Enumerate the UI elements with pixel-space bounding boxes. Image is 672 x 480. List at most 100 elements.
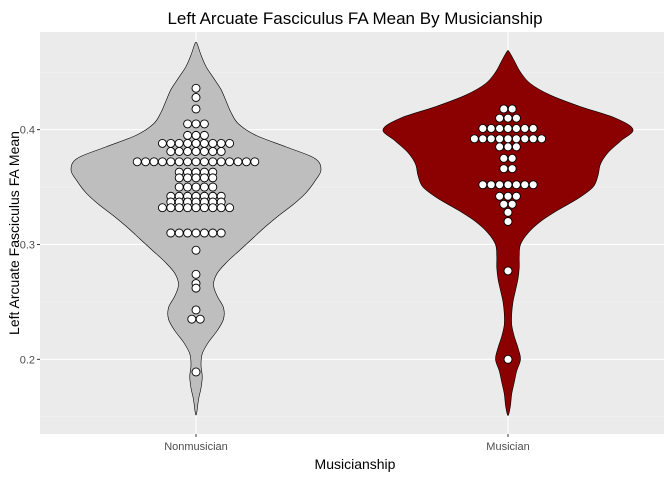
- data-point: [478, 180, 488, 190]
- y-tick-label: 0.2: [20, 354, 35, 366]
- data-point: [183, 182, 193, 192]
- data-point: [507, 153, 517, 163]
- data-point: [157, 203, 167, 213]
- data-point: [187, 314, 197, 324]
- data-point: [499, 199, 509, 209]
- data-point: [191, 104, 201, 114]
- data-point: [511, 134, 521, 144]
- data-point: [191, 228, 201, 238]
- violin-nonmusician: [70, 41, 322, 416]
- violin-musician: [382, 50, 634, 416]
- data-point: [183, 119, 193, 129]
- data-point: [191, 146, 201, 156]
- data-point: [503, 142, 513, 152]
- data-point: [191, 138, 201, 148]
- data-point: [528, 134, 538, 144]
- data-point: [507, 164, 517, 174]
- data-point: [503, 134, 513, 144]
- data-point: [183, 203, 193, 213]
- data-point: [183, 173, 193, 183]
- data-point: [199, 203, 209, 213]
- data-point: [486, 134, 496, 144]
- data-point: [495, 113, 505, 123]
- x-tick-label: Nonmusician: [164, 441, 228, 453]
- violins: [70, 41, 634, 416]
- data-point: [507, 104, 517, 114]
- data-point: [208, 157, 218, 167]
- data-point: [174, 203, 184, 213]
- data-point: [166, 138, 176, 148]
- data-point: [174, 228, 184, 238]
- data-point: [503, 217, 513, 226]
- data-point: [520, 134, 530, 144]
- data-point: [233, 157, 243, 167]
- data-point: [503, 113, 513, 123]
- data-point: [191, 367, 201, 377]
- data-point: [216, 203, 226, 213]
- data-point: [191, 130, 201, 140]
- data-point: [503, 124, 513, 133]
- data-point: [183, 130, 193, 140]
- y-tick-label: 0.3: [20, 239, 35, 251]
- data-point: [520, 180, 530, 190]
- data-point: [191, 173, 201, 183]
- data-point: [199, 119, 209, 129]
- data-point: [486, 180, 496, 190]
- data-point: [191, 283, 201, 293]
- data-point: [507, 199, 517, 209]
- data-point: [191, 203, 201, 213]
- data-point: [225, 157, 235, 167]
- data-point: [216, 146, 226, 156]
- y-tick-label: 0.4: [20, 125, 35, 137]
- data-point: [528, 124, 538, 133]
- data-point: [183, 157, 193, 167]
- data-point: [183, 146, 193, 156]
- data-point: [191, 245, 201, 255]
- data-point: [183, 228, 193, 238]
- data-point: [199, 146, 209, 156]
- data-point: [478, 124, 488, 133]
- data-points: [132, 83, 547, 377]
- data-point: [503, 266, 513, 276]
- data-point: [195, 314, 205, 324]
- data-point: [241, 157, 251, 167]
- data-point: [132, 157, 142, 167]
- data-point: [141, 157, 151, 167]
- y-axis-title: Left Arcuate Fasciculus FA Mean: [6, 131, 22, 335]
- data-point: [183, 138, 193, 148]
- data-point: [528, 180, 538, 190]
- data-point: [250, 157, 260, 167]
- data-point: [166, 146, 176, 156]
- data-point: [157, 138, 167, 148]
- data-point: [216, 157, 226, 167]
- data-point: [511, 191, 521, 201]
- data-point: [208, 228, 218, 238]
- x-axis-title: Musicianship: [315, 456, 396, 472]
- x-tick-label: Musician: [486, 441, 529, 453]
- data-point: [199, 228, 209, 238]
- data-point: [511, 180, 521, 190]
- data-point: [191, 83, 201, 93]
- data-point: [208, 138, 218, 148]
- data-point: [478, 134, 488, 144]
- chart-title: Left Arcuate Fasciculus FA Mean By Music…: [167, 9, 542, 28]
- data-point: [216, 138, 226, 148]
- data-point: [208, 203, 218, 213]
- data-point: [503, 180, 513, 190]
- data-point: [486, 124, 496, 133]
- data-point: [469, 134, 479, 144]
- data-point: [191, 305, 201, 315]
- data-point: [174, 146, 184, 156]
- data-point: [499, 104, 509, 114]
- data-point: [191, 269, 201, 279]
- data-point: [495, 191, 505, 201]
- data-point: [199, 182, 209, 192]
- axes: 0.2 0.3 0.4 Nonmusician Musician: [20, 125, 530, 453]
- data-point: [199, 173, 209, 183]
- data-point: [495, 180, 505, 190]
- data-point: [157, 157, 167, 167]
- data-point: [166, 157, 176, 167]
- data-point: [511, 124, 521, 133]
- data-point: [166, 203, 176, 213]
- data-point: [495, 142, 505, 152]
